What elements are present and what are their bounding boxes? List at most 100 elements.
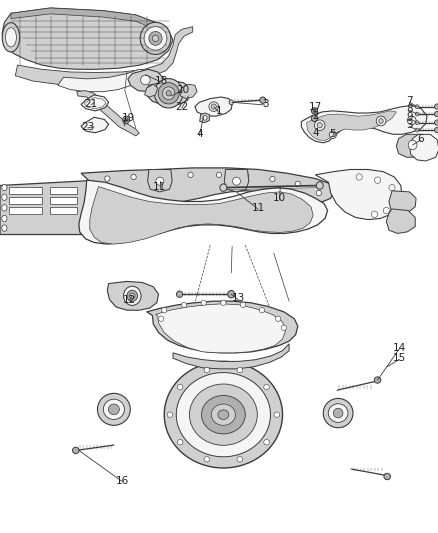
Ellipse shape (166, 91, 171, 96)
Ellipse shape (159, 316, 164, 321)
Ellipse shape (167, 412, 173, 417)
Ellipse shape (211, 104, 216, 109)
Ellipse shape (389, 184, 395, 191)
Ellipse shape (276, 316, 281, 321)
Ellipse shape (162, 308, 167, 313)
Ellipse shape (260, 97, 266, 103)
Ellipse shape (434, 104, 438, 109)
Bar (50, 197, 77, 204)
Ellipse shape (189, 384, 257, 445)
Ellipse shape (127, 290, 138, 302)
Ellipse shape (218, 410, 229, 419)
Bar (9, 207, 42, 214)
Text: 2: 2 (312, 111, 319, 120)
Ellipse shape (270, 176, 275, 182)
Polygon shape (315, 169, 402, 220)
Polygon shape (81, 117, 109, 133)
Ellipse shape (2, 184, 7, 191)
Ellipse shape (379, 118, 383, 124)
Ellipse shape (244, 173, 249, 179)
Ellipse shape (259, 308, 265, 313)
Text: 11: 11 (153, 182, 166, 191)
Ellipse shape (177, 291, 183, 297)
Polygon shape (224, 169, 249, 192)
Ellipse shape (5, 28, 17, 47)
Ellipse shape (383, 207, 389, 214)
Ellipse shape (162, 87, 175, 100)
Polygon shape (81, 95, 109, 111)
Polygon shape (0, 180, 102, 235)
Polygon shape (148, 169, 172, 192)
Ellipse shape (434, 127, 438, 133)
Ellipse shape (204, 367, 210, 373)
Ellipse shape (131, 174, 136, 180)
Ellipse shape (391, 197, 397, 203)
Ellipse shape (237, 457, 243, 462)
Ellipse shape (124, 118, 128, 122)
Ellipse shape (159, 173, 165, 179)
Ellipse shape (314, 120, 325, 131)
Polygon shape (200, 113, 209, 123)
Bar (50, 187, 77, 194)
Polygon shape (147, 301, 298, 353)
Ellipse shape (240, 302, 246, 308)
Ellipse shape (376, 116, 386, 126)
Ellipse shape (264, 440, 269, 445)
Text: 14: 14 (393, 343, 406, 352)
Ellipse shape (141, 75, 150, 85)
Polygon shape (173, 344, 289, 369)
Ellipse shape (73, 447, 79, 454)
Ellipse shape (415, 128, 419, 132)
Text: 20: 20 (177, 85, 190, 94)
Text: 12: 12 (123, 295, 136, 304)
Ellipse shape (201, 300, 206, 305)
Text: 5: 5 (329, 130, 336, 139)
Text: 11: 11 (252, 203, 265, 213)
Ellipse shape (233, 177, 240, 185)
Ellipse shape (123, 116, 130, 124)
Ellipse shape (316, 190, 321, 196)
Polygon shape (11, 8, 171, 36)
Ellipse shape (356, 174, 362, 180)
Ellipse shape (220, 184, 227, 191)
Ellipse shape (316, 182, 323, 189)
Bar (50, 207, 77, 214)
Ellipse shape (216, 172, 222, 177)
Text: 15: 15 (393, 353, 406, 363)
Ellipse shape (434, 111, 438, 117)
Ellipse shape (408, 140, 417, 150)
Text: 8: 8 (406, 104, 413, 114)
Polygon shape (90, 187, 313, 244)
Ellipse shape (329, 131, 336, 139)
Ellipse shape (313, 109, 316, 112)
Text: 17: 17 (309, 102, 322, 111)
Ellipse shape (2, 194, 7, 200)
Ellipse shape (103, 399, 124, 419)
Ellipse shape (152, 35, 159, 42)
Text: 18: 18 (155, 76, 168, 86)
Ellipse shape (311, 108, 318, 114)
Ellipse shape (2, 22, 20, 52)
Ellipse shape (311, 115, 318, 122)
Polygon shape (180, 84, 197, 99)
Text: 1: 1 (215, 106, 223, 116)
Ellipse shape (237, 367, 243, 373)
Text: 22: 22 (175, 102, 188, 111)
Ellipse shape (415, 112, 419, 116)
Ellipse shape (97, 393, 131, 425)
Ellipse shape (2, 205, 7, 211)
Ellipse shape (281, 325, 286, 330)
Polygon shape (146, 81, 191, 106)
Ellipse shape (333, 408, 343, 418)
Ellipse shape (109, 404, 119, 415)
Ellipse shape (415, 120, 419, 124)
Ellipse shape (154, 78, 183, 108)
Ellipse shape (105, 176, 110, 181)
Ellipse shape (221, 300, 226, 305)
Text: 23: 23 (81, 122, 94, 132)
Text: 4: 4 (196, 130, 203, 139)
Ellipse shape (384, 473, 391, 480)
Ellipse shape (156, 177, 164, 185)
Ellipse shape (144, 27, 167, 50)
Ellipse shape (140, 22, 171, 54)
